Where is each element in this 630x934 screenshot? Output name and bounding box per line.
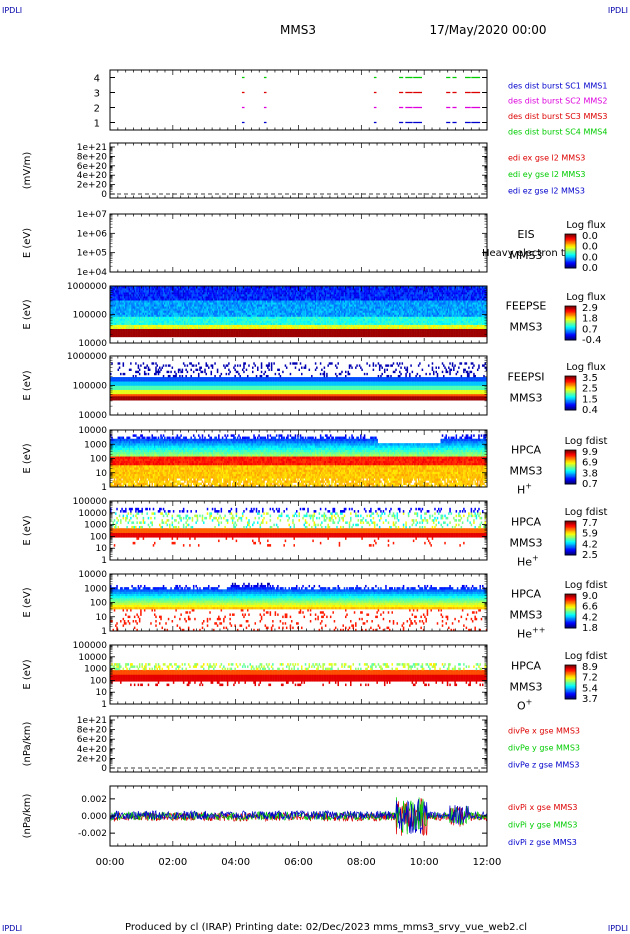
- spacecraft-title: MMS3: [280, 23, 316, 37]
- panel-edi-ytick-label: 4e+20: [77, 171, 108, 181]
- panel-eis-ytick-label: 1e+07: [77, 210, 107, 220]
- corner-label-top-right: IPDLI: [608, 6, 628, 15]
- panel-eis-colorbar-tick: 0.0: [582, 231, 598, 242]
- panel-eis-ytick-label: 1e+06: [77, 229, 108, 239]
- panel-burst-legend-entry: des dist burst SC4 MMS4: [508, 127, 607, 136]
- panel-burst-legend-entry: des dist burst SC3 MMS3: [508, 112, 607, 121]
- panel-eis-colorbar-tick: 0.0: [582, 242, 598, 253]
- panel-eis-instrument-label: EIS: [517, 228, 534, 241]
- panel-burst-legend-entry: des dist burst SC2 MMS2: [508, 97, 607, 106]
- panel-edi-ytick-label: 8e+20: [77, 152, 108, 162]
- mms-summary-plot: IPDLI IPDLI MMS3 17/May/2020 00:00 IPDLI…: [0, 0, 630, 934]
- corner-label-top-left: IPDLI: [2, 6, 22, 15]
- panel-burst-ytick-label: 1: [94, 119, 100, 130]
- panel-eis-ylabel: E (eV): [22, 228, 33, 258]
- panel-burst-ytick-label: 3: [94, 89, 100, 100]
- panel-eis-colorbar-tick: 0.0: [582, 252, 598, 263]
- corner-label-bottom-left: IPDLI: [2, 924, 22, 933]
- panel-edi-ytick-label: 2e+20: [77, 181, 108, 191]
- corner-label-bottom-right: IPDLI: [608, 924, 628, 933]
- panel-edi-ylabel: (mV/m): [22, 152, 33, 190]
- panel-burst-legend-entry: des dist burst SC1 MMS1: [508, 81, 607, 90]
- panel-eis-colorbar-title: Log flux: [566, 220, 606, 231]
- panel-edi-ytick-label: 6e+20: [77, 162, 108, 172]
- panel-burst-frame: [110, 70, 487, 130]
- panel-eis-frame: [110, 214, 487, 272]
- footer-credits: Produced by cl (IRAP) Printing date: 02/…: [125, 922, 527, 933]
- panel-edi-ytick-label: 1e+21: [77, 143, 107, 153]
- panel-eis-spacecraft-label: MMS3: [510, 249, 543, 262]
- panel-burst-ytick-label: 4: [94, 74, 100, 85]
- panel-burst: 1 2 3 4 des dist burst SC1 MMS1 des dist burs…: [94, 70, 608, 136]
- panel-edi-frame: [110, 143, 487, 198]
- panel-edi-legend-entry: edi ey gse l2 MMS3: [508, 170, 586, 179]
- datetime-title: 17/May/2020 00:00: [429, 23, 546, 37]
- panel-eis-ytick-label: 1e+05: [77, 249, 107, 259]
- panel-edi-ytick-label: 0: [101, 190, 107, 200]
- panel-edi-legend-entry: edi ex gse l2 MMS3: [508, 153, 585, 162]
- panel-eis-ytick-label: 1e+04: [77, 268, 108, 278]
- panel-burst-ytick-label: 2: [94, 104, 100, 115]
- panel-eis-colorbar-tick: 0.0: [582, 263, 598, 274]
- panel-edi-legend-entry: edi ez gse l2 MMS3: [508, 187, 585, 196]
